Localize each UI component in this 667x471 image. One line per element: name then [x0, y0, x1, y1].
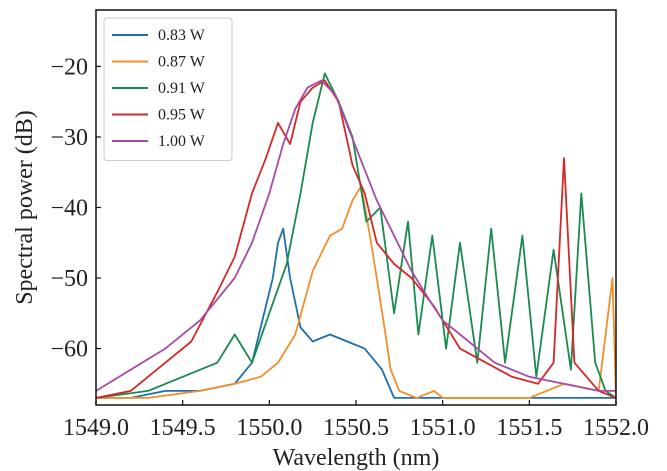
legend-label: 0.83 W [158, 27, 206, 44]
y-tick-label: −30 [50, 125, 88, 151]
series-line-1 [96, 227, 616, 399]
series-line-2 [96, 185, 616, 399]
y-tick-label: −20 [50, 54, 88, 80]
series-line-5 [96, 79, 616, 392]
y-tick-label: −60 [50, 337, 88, 363]
legend-label: 0.91 W [158, 80, 206, 97]
legend: 0.83 W 0.87 W 0.91 W 0.95 W 1.00 W [103, 17, 233, 161]
series-line-3 [96, 72, 616, 399]
series-line-4 [96, 79, 616, 399]
legend-label: 0.87 W [158, 54, 206, 71]
x-tick-label: 1550.5 [323, 415, 389, 441]
x-tick-label: 1552.0 [583, 415, 649, 441]
x-tick-label: 1549.5 [150, 415, 216, 441]
x-tick-label: 1549.0 [63, 415, 129, 441]
ticks-layer: 1549.0 1549.5 1550.0 1550.5 1551.0 1551.5 1552… [50, 54, 649, 441]
y-tick-label: −40 [50, 196, 88, 222]
y-axis-label: Spectral power (dB) [12, 110, 38, 305]
y-tick-label: −50 [50, 266, 88, 292]
x-axis-label: Wavelength (nm) [273, 445, 440, 471]
legend-label: 1.00 W [158, 133, 206, 150]
legend-box [103, 17, 233, 161]
series-layer [96, 72, 616, 399]
legend-label: 0.95 W [158, 107, 206, 124]
x-tick-label: 1551.5 [496, 415, 562, 441]
x-tick-label: 1550.0 [236, 415, 302, 441]
x-tick-label: 1551.0 [410, 415, 476, 441]
